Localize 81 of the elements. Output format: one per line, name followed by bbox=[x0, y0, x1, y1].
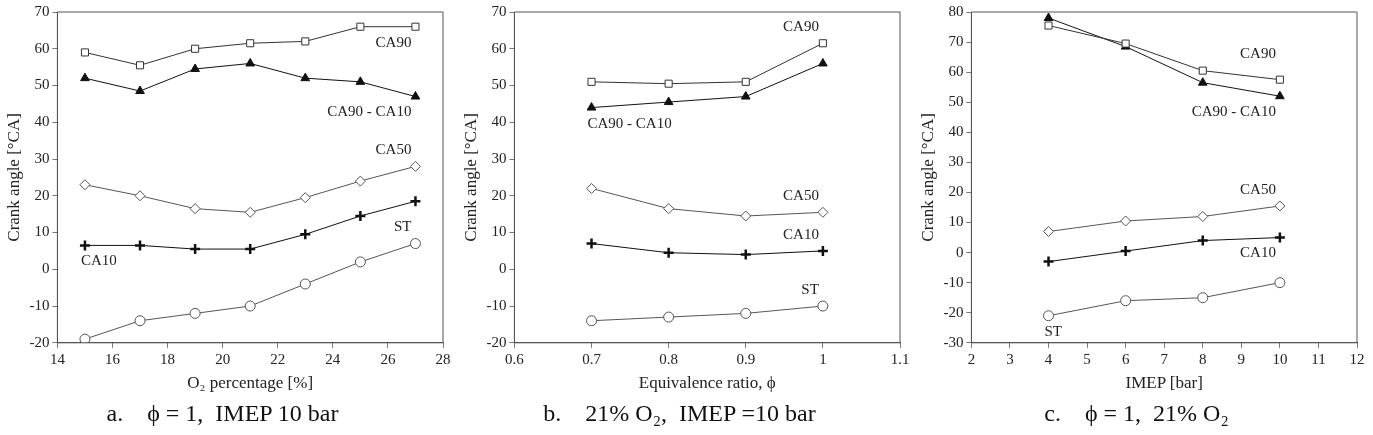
y-tick-label: 70 bbox=[948, 33, 964, 50]
x-tick-label: 16 bbox=[104, 350, 121, 367]
text: a. ϕ = 1, IMEP 10 bar bbox=[106, 399, 339, 426]
x-axis-title: IMEP [bar] bbox=[1125, 373, 1203, 393]
y-tick-label: 50 bbox=[491, 76, 507, 93]
y-tick-label: 0 bbox=[41, 260, 50, 277]
x-tick-label: 24 bbox=[325, 350, 341, 367]
y-tick-label: 20 bbox=[948, 183, 964, 200]
series-label: ST bbox=[393, 218, 412, 235]
y-tick-label: -20 bbox=[29, 333, 50, 350]
y-tick-label: 40 bbox=[34, 113, 50, 130]
series-label: CA10 bbox=[783, 225, 819, 242]
y-tick-label: -20 bbox=[486, 333, 507, 350]
y-tick-label: 20 bbox=[491, 186, 507, 203]
y-axis-title: Crank angle [°CA] bbox=[917, 113, 937, 242]
y-tick-label: 70 bbox=[491, 2, 507, 19]
y-tick-label: 10 bbox=[34, 223, 50, 240]
x-tick-label: 22 bbox=[270, 350, 286, 367]
series-label: CA50 bbox=[375, 141, 412, 158]
x-tick-label: 6 bbox=[1121, 350, 1130, 367]
x-tick-label: 26 bbox=[380, 350, 396, 367]
x-tick-label: 2 bbox=[967, 350, 976, 367]
y-tick-label: -20 bbox=[943, 303, 964, 320]
series-label: CA90 bbox=[375, 33, 412, 50]
x-tick-label: 1 bbox=[819, 350, 827, 367]
y-tick-label: 30 bbox=[948, 153, 964, 170]
text: b. 21% O₂, IMEP =10 bar bbox=[543, 399, 816, 426]
y-tick-label: 60 bbox=[491, 39, 507, 56]
y-tick-label: 30 bbox=[491, 149, 507, 166]
series-label: CA10 bbox=[80, 252, 117, 269]
y-tick-label: 50 bbox=[34, 76, 50, 93]
series-label: CA50 bbox=[783, 187, 819, 204]
y-tick-label: 40 bbox=[948, 123, 964, 140]
x-tick-label: 0.8 bbox=[659, 350, 679, 367]
series-label: CA90 - CA10 bbox=[587, 114, 672, 131]
y-tick-label: -10 bbox=[486, 296, 507, 313]
x-tick-label: 1.1 bbox=[890, 350, 910, 367]
series-label: ST bbox=[801, 280, 819, 297]
x-tick-label: 28 bbox=[435, 350, 451, 367]
x-tick-label: 3 bbox=[1006, 350, 1014, 367]
y-tick-label: 0 bbox=[498, 260, 507, 277]
x-tick-label: 0.7 bbox=[582, 350, 602, 367]
y-tick-label: 20 bbox=[34, 186, 50, 203]
x-tick-label: 5 bbox=[1083, 350, 1091, 367]
text: c. ϕ = 1, 21% O₂ bbox=[1044, 399, 1229, 426]
series-label: CA90 bbox=[783, 18, 819, 35]
y-tick-label: 10 bbox=[491, 223, 507, 240]
series-label: CA90 - CA10 bbox=[327, 103, 412, 120]
y-tick-label: 40 bbox=[491, 113, 507, 130]
x-tick-label: 14 bbox=[49, 350, 66, 367]
series-label: CA50 bbox=[1240, 180, 1276, 197]
series-label: CA90 - CA10 bbox=[1191, 103, 1276, 120]
y-tick-label: -10 bbox=[943, 273, 964, 290]
series-label: ST bbox=[1044, 322, 1063, 339]
y-tick-label: 50 bbox=[948, 93, 964, 110]
series-label: CA10 bbox=[1240, 244, 1276, 261]
x-tick-label: 7 bbox=[1160, 350, 1169, 367]
x-tick-label: 4 bbox=[1044, 350, 1053, 367]
y-tick-label: 60 bbox=[948, 63, 964, 80]
x-tick-label: 12 bbox=[1349, 350, 1365, 367]
y-tick-label: 30 bbox=[34, 149, 50, 166]
y-tick-label: 80 bbox=[948, 2, 964, 19]
x-tick-label: 18 bbox=[160, 350, 176, 367]
x-tick-label: 11 bbox=[1311, 350, 1326, 367]
x-axis-title: O₂ percentage [%] bbox=[187, 373, 314, 393]
x-tick-label: 8 bbox=[1199, 350, 1207, 367]
y-tick-label: 10 bbox=[948, 213, 964, 230]
y-tick-label: 70 bbox=[34, 2, 50, 19]
y-tick-label: 60 bbox=[34, 39, 50, 56]
x-tick-label: 0.6 bbox=[505, 350, 525, 367]
y-tick-label: -10 bbox=[29, 296, 50, 313]
x-tick-label: 9 bbox=[1237, 350, 1246, 367]
y-tick-label: -30 bbox=[943, 333, 964, 350]
y-tick-label: 0 bbox=[955, 243, 964, 260]
x-axis-title: Equivalence ratio, ϕ bbox=[638, 373, 776, 393]
series-label: CA90 bbox=[1240, 44, 1276, 61]
x-tick-label: 0.9 bbox=[736, 350, 756, 367]
y-axis-title: Crank angle [°CA] bbox=[3, 113, 23, 242]
x-tick-label: 10 bbox=[1272, 350, 1288, 367]
x-tick-label: 20 bbox=[215, 350, 231, 367]
y-axis-title: Crank angle [°CA] bbox=[460, 113, 480, 242]
